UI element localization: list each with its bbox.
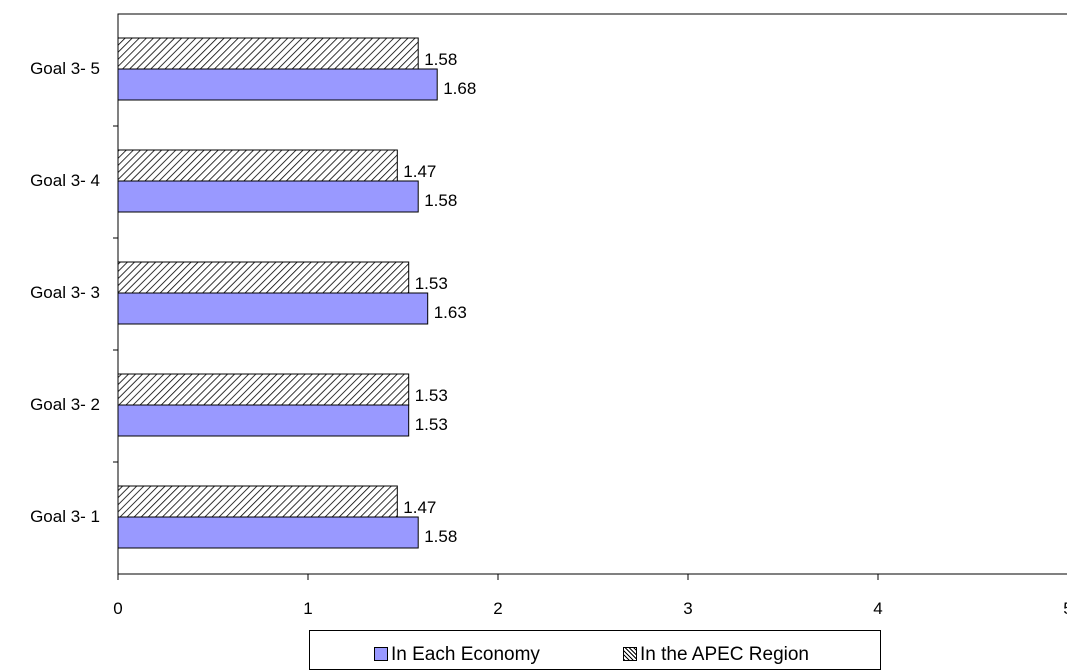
x-tick-label-4: 4 bbox=[873, 599, 882, 618]
category-label-goal-3-2: Goal 3- 2 bbox=[30, 395, 100, 414]
bar-apec-region-goal-3-2 bbox=[117, 373, 410, 406]
data-label-apec-region-goal-3-1: 1.47 bbox=[403, 498, 436, 517]
legend-item-in-the-apec-region: In the APEC Region bbox=[623, 645, 809, 664]
bar-apec-region-goal-3-4 bbox=[117, 149, 398, 182]
data-label-each-economy-goal-3-2: 1.53 bbox=[415, 415, 448, 434]
x-tick-label-5: 5 bbox=[1063, 599, 1067, 618]
data-label-each-economy-goal-3-4: 1.58 bbox=[424, 191, 457, 210]
data-label-apec-region-goal-3-3: 1.53 bbox=[415, 274, 448, 293]
data-label-each-economy-goal-3-1: 1.58 bbox=[424, 527, 457, 546]
data-label-each-economy-goal-3-3: 1.63 bbox=[434, 303, 467, 322]
category-label-goal-3-1: Goal 3- 1 bbox=[30, 507, 100, 526]
bar-apec-region-goal-3-1 bbox=[117, 485, 398, 518]
category-label-goal-3-4: Goal 3- 4 bbox=[30, 171, 100, 190]
x-tick-label-1: 1 bbox=[303, 599, 312, 618]
x-tick-label-3: 3 bbox=[683, 599, 692, 618]
bar-apec-region-goal-3-5 bbox=[117, 37, 419, 70]
data-label-apec-region-goal-3-2: 1.53 bbox=[415, 386, 448, 405]
legend: In Each Economy In the APEC Region bbox=[309, 630, 881, 670]
bar-each-economy-goal-3-2 bbox=[117, 404, 410, 437]
category-label-goal-3-5: Goal 3- 5 bbox=[30, 59, 100, 78]
legend-item-in-each-economy: In Each Economy bbox=[374, 645, 540, 664]
data-label-apec-region-goal-3-4: 1.47 bbox=[403, 162, 436, 181]
bar-apec-region-goal-3-3 bbox=[117, 261, 410, 294]
bar-each-economy-goal-3-4 bbox=[117, 180, 419, 213]
x-tick-label-0: 0 bbox=[113, 599, 122, 618]
data-label-each-economy-goal-3-5: 1.68 bbox=[443, 79, 476, 98]
x-tick-label-2: 2 bbox=[493, 599, 502, 618]
legend-swatch-in-the-apec-region bbox=[623, 647, 637, 661]
bar-each-economy-goal-3-3 bbox=[117, 292, 429, 325]
legend-label-in-the-apec-region: In the APEC Region bbox=[640, 644, 809, 665]
legend-swatch-in-each-economy bbox=[374, 647, 388, 661]
data-label-apec-region-goal-3-5: 1.58 bbox=[424, 50, 457, 69]
bar-each-economy-goal-3-1 bbox=[117, 516, 419, 549]
category-label-goal-3-3: Goal 3- 3 bbox=[30, 283, 100, 302]
bar-each-economy-goal-3-5 bbox=[117, 68, 438, 101]
legend-label-in-each-economy: In Each Economy bbox=[391, 644, 540, 665]
